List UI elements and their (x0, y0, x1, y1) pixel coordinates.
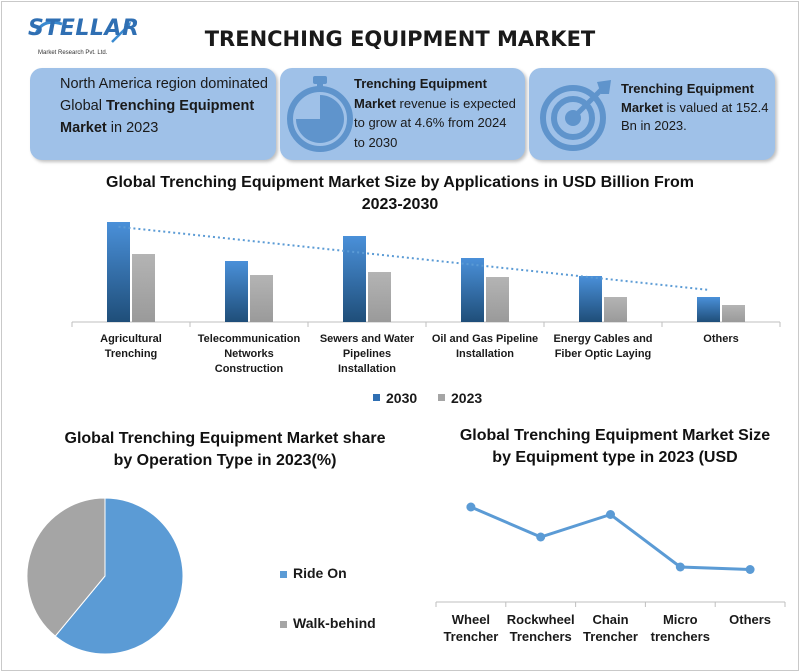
line-point (745, 565, 755, 574)
card-value-text-1: is valued at 152.4 Bn in 2023. (621, 99, 769, 134)
bar-2023 (250, 275, 273, 322)
bar-2030 (579, 276, 602, 322)
bar-chart-title: Global Trenching Equipment Market Size b… (106, 174, 694, 213)
card-value-text: Trenching Equipment Market is valued at … (621, 80, 771, 136)
bar-2023 (486, 277, 509, 322)
card-region-text-1: North America region dominated Global (60, 76, 268, 114)
line-category-label: Chain Trencher (583, 612, 638, 644)
info-card-growth: Trenching Equipment Market revenue is ex… (280, 68, 525, 160)
legend-2030-swatch (373, 394, 380, 401)
pie-legend-swatch (280, 621, 287, 628)
legend-2023-swatch (438, 394, 445, 401)
bar-2030 (461, 258, 484, 322)
bar-chart: Agricultural Trenching Telecommunication Ne… (71, 222, 781, 375)
legend-2023: 2023 (438, 390, 482, 406)
line-category-label: Micro trenchers (651, 612, 710, 644)
bar-trendline (118, 225, 709, 291)
pie-legend-label: Walk-behind (293, 615, 376, 631)
card-growth-text-bold: Trenching Equipment Market (354, 76, 487, 111)
target-icon (540, 80, 611, 151)
line-category-label: Rockwheel Trenchers (507, 612, 575, 644)
bar-category-label: Telecommunication Networks Construction (198, 333, 301, 375)
info-card-region: North America region dominated Global Tr… (30, 68, 276, 160)
card-growth-text: Trenching Equipment Market revenue is ex… (354, 74, 520, 152)
bar-category-label: Others (703, 333, 738, 345)
pie-legend-swatch (280, 571, 287, 578)
line-point (466, 502, 476, 512)
bar-2030 (343, 236, 366, 322)
pie-chart-title: Global Trenching Equipment Market share … (64, 430, 386, 469)
legend-2023-label: 2023 (451, 390, 483, 406)
line-point (536, 532, 546, 542)
legend-2030: 2030 (373, 390, 417, 406)
card-growth-text-1: revenue is expected to grow at 4.6% from… (354, 95, 516, 150)
bar-category-label: Sewers and Water Pipelines Installation (320, 333, 415, 375)
logo-text: STELLAR (28, 16, 140, 41)
line-point (675, 562, 685, 572)
bar-2030 (225, 261, 248, 322)
card-region-text-bold: Trenching Equipment Market (60, 98, 255, 136)
pie-chart: Ride On Walk-behind (26, 497, 376, 655)
page-title: TRENCHING EQUIPMENT MARKET (204, 27, 596, 51)
bar-2023 (368, 272, 391, 322)
stopwatch-icon (287, 76, 353, 152)
stellar-logo: STELLAR Market Research Pvt. Ltd. (28, 14, 140, 62)
bar-2030 (697, 297, 720, 322)
line-category-label: Wheel Trencher (443, 612, 498, 644)
bar-category-label: Energy Cables and Fiber Optic Laying (553, 333, 652, 360)
logo-subtitle: Market Research Pvt. Ltd. (38, 50, 108, 56)
card-region-text-2: in 2023 (106, 120, 159, 136)
pie-slice (26, 497, 106, 637)
info-card-value: Trenching Equipment Market is valued at … (529, 68, 775, 160)
bar-2023 (604, 297, 627, 322)
bar-2023 (132, 254, 155, 322)
card-region-text: North America region dominated Global Tr… (60, 73, 270, 139)
line-category-label: Others (729, 612, 771, 627)
bar-2023 (722, 305, 745, 322)
pie-legend-label: Ride On (293, 565, 347, 581)
line-chart-title: Global Trenching Equipment Market Size b… (459, 427, 771, 466)
pie-slice (54, 497, 184, 655)
legend-2030-label: 2030 (386, 390, 418, 406)
bar-category-label: Agricultural Trenching (100, 333, 162, 360)
bar-2030 (107, 222, 130, 322)
card-value-text-bold: Trenching Equipment Market (621, 81, 754, 115)
line-point (606, 510, 615, 519)
bar-category-label: Oil and Gas Pipeline Installation (432, 333, 538, 360)
logo-swoosh-icon (34, 20, 131, 43)
